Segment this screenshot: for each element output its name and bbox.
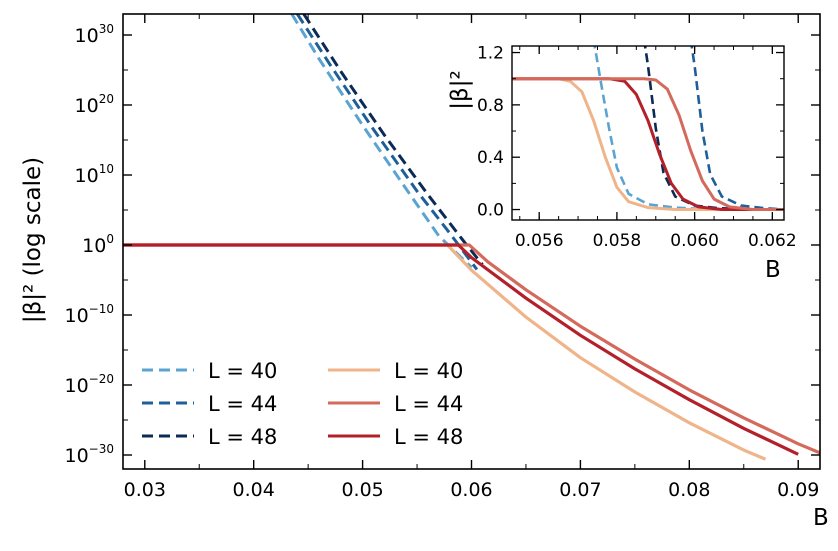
main-x-tick-label: 0.08 — [668, 479, 710, 501]
main-x-tick-label: 0.09 — [777, 479, 819, 501]
main-series-dashed-l-44 — [296, 14, 479, 271]
main-x-tick-label: 0.04 — [233, 479, 275, 501]
main-x-tick-label: 0.05 — [341, 479, 383, 501]
inset-x-tick-label: 0.058 — [593, 231, 642, 251]
main-y-tick-label: 1010 — [75, 162, 114, 187]
inset-series-group — [512, 46, 784, 211]
main-y-tick-label: 10−20 — [64, 372, 114, 397]
inset-series-dashed-l-40 — [593, 46, 715, 211]
main-y-tick-label: 1030 — [75, 22, 114, 47]
inset-plot-frame — [511, 45, 785, 221]
inset-y-tick-label: 1.2 — [477, 44, 504, 64]
main-series-solid-l-44 — [123, 243, 820, 455]
legend: L = 40 L = 44 L = 48 L = 40 L = 44 L = 48 — [142, 359, 463, 449]
main-y-ticks: 10−30 10−20 10−10 100 1010 1020 1030 — [64, 22, 820, 467]
legend-label-dashed-l-44: L = 44 — [208, 392, 277, 416]
inset-series-dashed-l-44 — [690, 46, 784, 211]
inset-y-axis-label: |β|² — [447, 70, 473, 109]
inset-series-solid-l-44 — [512, 77, 784, 211]
main-x-ticks: 0.03 0.04 0.05 0.06 0.07 0.08 0.09 — [124, 14, 819, 501]
inset-y-tick-label: 0.0 — [477, 201, 504, 221]
main-y-tick-label: 100 — [82, 232, 114, 257]
main-x-tick-label: 0.06 — [450, 479, 492, 501]
inset-series-solid-l-40 — [512, 77, 784, 211]
inset-x-ticks: 0.056 0.058 0.060 0.062 — [515, 46, 797, 251]
main-series-solid-l-48 — [123, 243, 799, 456]
legend-label-solid-l-44: L = 44 — [394, 392, 463, 416]
inset-y-tick-label: 0.8 — [477, 96, 504, 116]
main-y-tick-label: 1020 — [75, 92, 114, 117]
main-x-axis-label: B — [813, 505, 829, 531]
main-y-tick-label: 10−30 — [64, 442, 114, 467]
main-y-tick-label: 10−10 — [64, 302, 114, 327]
inset-x-tick-label: 0.056 — [515, 231, 564, 251]
inset-x-axis-label: B — [765, 257, 781, 283]
main-series-solid-l-40 — [123, 243, 767, 461]
legend-label-solid-l-48: L = 48 — [394, 425, 463, 449]
inset-series-solid-l-48 — [512, 77, 784, 211]
inset-x-tick-label: 0.060 — [670, 231, 719, 251]
inset-plot: 0.056 0.058 0.060 0.062 0.0 0.4 0.8 1.2 B |β|² — [447, 44, 797, 283]
main-x-tick-label: 0.03 — [124, 479, 166, 501]
main-series-dashed-l-40 — [290, 14, 473, 269]
main-x-tick-label: 0.07 — [559, 479, 601, 501]
inset-y-tick-label: 0.4 — [477, 148, 504, 168]
main-series-dashed-l-48 — [302, 14, 484, 266]
main-y-axis-label: |β|² (log scale) — [20, 157, 46, 323]
legend-label-solid-l-40: L = 40 — [394, 359, 463, 383]
main-series-group — [123, 14, 820, 461]
main-plot: 0.03 0.04 0.05 0.06 0.07 0.08 0.09 10−3010−201… — [20, 13, 829, 531]
legend-label-dashed-l-48: L = 48 — [208, 425, 277, 449]
inset-x-tick-label: 0.062 — [748, 231, 797, 251]
legend-label-dashed-l-40: L = 40 — [208, 359, 277, 383]
inset-y-ticks: 0.0 0.4 0.8 1.2 — [477, 44, 784, 221]
